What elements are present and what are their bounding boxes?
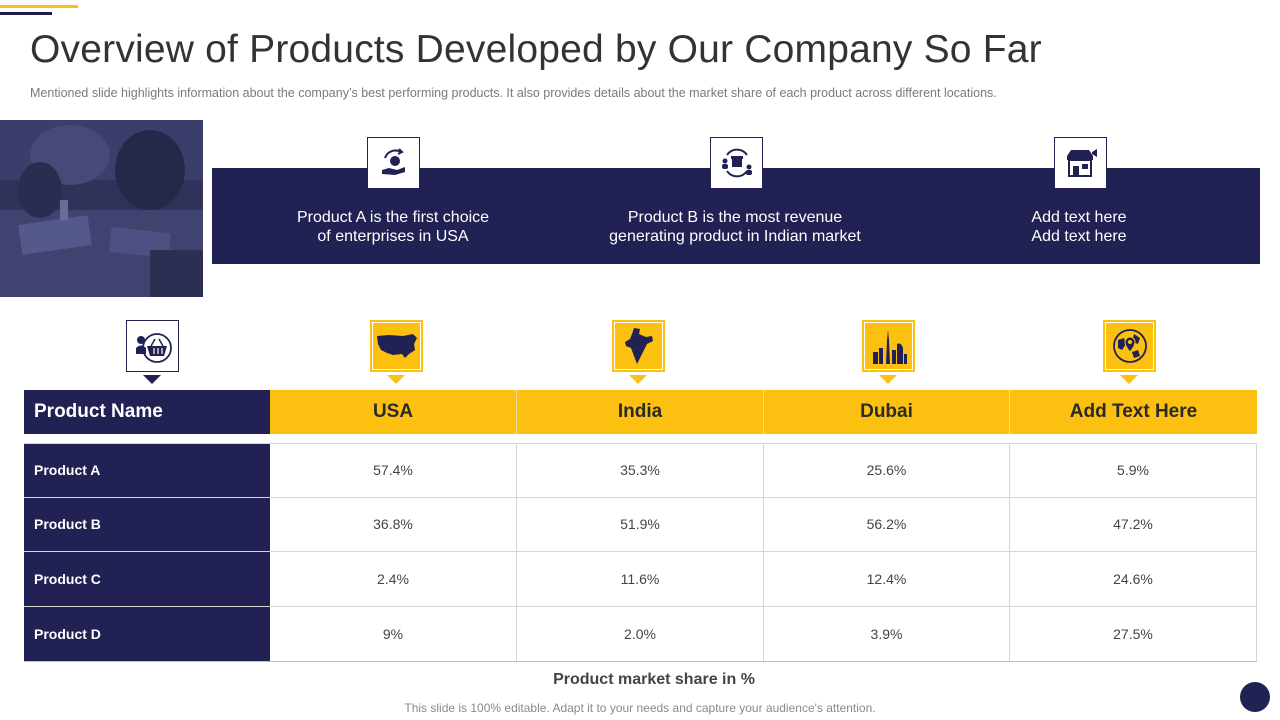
- cell-add-text: 47.2%: [1010, 497, 1257, 551]
- header-add-text: Add Text Here: [1010, 390, 1257, 434]
- dubai-skyline-icon: [862, 320, 915, 372]
- banner-text-1: Product A is the first choice of enterpr…: [243, 208, 543, 246]
- page-title: Overview of Products Developed by Our Co…: [30, 28, 1042, 71]
- globe-location-icon: [1103, 320, 1156, 372]
- banner-text-3-line2: Add text here: [1031, 228, 1127, 245]
- header-product-name: Product Name: [24, 390, 270, 434]
- table-row: Product A 57.4% 35.3% 25.6% 5.9%: [24, 443, 1257, 498]
- cell-add-text: 5.9%: [1010, 443, 1257, 497]
- market-share-table-body: Product A 57.4% 35.3% 25.6% 5.9% Product…: [24, 443, 1257, 662]
- cell-india: 2.0%: [517, 606, 764, 661]
- cell-india: 35.3%: [517, 443, 764, 497]
- india-map-icon: [612, 320, 665, 372]
- banner-text-3-line1: Add text here: [1031, 209, 1127, 226]
- banner-text-1-line2: of enterprises in USA: [317, 228, 469, 245]
- market-basket-icon: [126, 320, 179, 372]
- header-usa: USA: [270, 390, 517, 434]
- banner-text-2-line2: generating product in Indian market: [609, 228, 861, 245]
- row-product-name: Product D: [24, 606, 270, 661]
- pointer-arrow-product: [143, 375, 161, 384]
- cell-dubai: 3.9%: [764, 606, 1010, 661]
- accent-line-dark: [0, 12, 52, 15]
- footer-note: This slide is 100% editable. Adapt it to…: [404, 701, 876, 715]
- cell-dubai: 56.2%: [764, 497, 1010, 551]
- store-people-cycle-icon: [710, 137, 763, 189]
- row-product-name: Product C: [24, 552, 270, 606]
- row-product-name: Product A: [24, 443, 270, 497]
- cell-add-text: 24.6%: [1010, 552, 1257, 606]
- pointer-arrow-india: [629, 375, 647, 384]
- pointer-arrow-add-text: [1120, 375, 1138, 384]
- page-subtitle: Mentioned slide highlights information a…: [30, 86, 997, 100]
- cell-usa: 9%: [270, 606, 517, 661]
- cell-india: 51.9%: [517, 497, 764, 551]
- cell-usa: 2.4%: [270, 552, 517, 606]
- team-meeting-photo: [0, 120, 203, 297]
- usa-map-icon: [370, 320, 423, 372]
- table-caption: Product market share in %: [553, 671, 755, 688]
- shop-megaphone-icon: [1054, 137, 1107, 189]
- table-row: Product D 9% 2.0% 3.9% 27.5%: [24, 606, 1257, 661]
- banner-text-2-line1: Product B is the most revenue: [627, 209, 843, 226]
- row-product-name: Product B: [24, 497, 270, 551]
- table-row: Product C 2.4% 11.6% 12.4% 24.6%: [24, 552, 1257, 607]
- cell-usa: 36.8%: [270, 497, 517, 551]
- banner-text-3: Add text here Add text here: [929, 208, 1229, 246]
- corner-decoration: [1240, 682, 1270, 712]
- cell-india: 11.6%: [517, 552, 764, 606]
- pointer-arrow-dubai: [879, 375, 897, 384]
- banner-text-2: Product B is the most revenue generating…: [585, 208, 885, 246]
- banner-text-1-line1: Product A is the first choice: [296, 209, 490, 226]
- hand-money-cycle-icon: [367, 137, 420, 189]
- cell-usa: 57.4%: [270, 443, 517, 497]
- market-share-table-header: Product Name USA India Dubai Add Text He…: [24, 390, 1257, 434]
- cell-dubai: 25.6%: [764, 443, 1010, 497]
- table-row: Product B 36.8% 51.9% 56.2% 47.2%: [24, 497, 1257, 552]
- cell-dubai: 12.4%: [764, 552, 1010, 606]
- header-india: India: [517, 390, 764, 434]
- pointer-arrow-usa: [387, 375, 405, 384]
- accent-line-yellow: [0, 5, 78, 8]
- cell-add-text: 27.5%: [1010, 606, 1257, 661]
- header-dubai: Dubai: [764, 390, 1010, 434]
